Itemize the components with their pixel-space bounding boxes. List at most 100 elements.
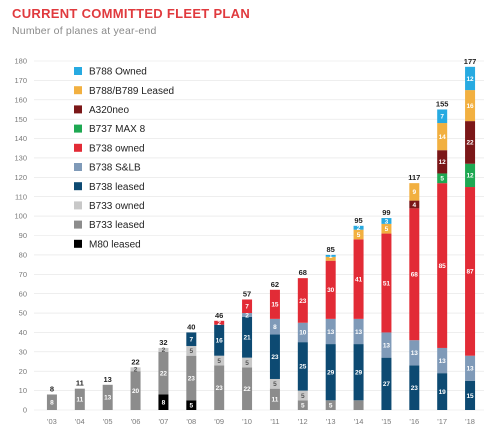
segment-label: 30 [327, 287, 335, 294]
segment-label: 13 [355, 329, 363, 336]
legend-label: B788/B789 Leased [89, 86, 174, 97]
segment-label: 16 [216, 338, 224, 345]
y-tick-label: 140 [14, 134, 27, 143]
y-tick-label: 110 [15, 192, 27, 201]
bar-segment [353, 229, 364, 240]
y-tick-label: 90 [19, 231, 27, 240]
bar-segment [353, 225, 364, 230]
segment-label: 1 [329, 253, 333, 260]
segment-label: 2 [245, 312, 249, 319]
segment-label: 5 [329, 402, 333, 409]
segment-label: 51 [383, 280, 391, 287]
legend-item: B733 owned [74, 201, 145, 212]
legend-label: B733 leased [89, 220, 145, 231]
y-tick-label: 100 [14, 212, 27, 221]
y-tick-label: 20 [19, 367, 27, 376]
bar-total-label: 177 [464, 57, 477, 66]
bar-segment [186, 346, 197, 356]
segment-label: 7 [190, 337, 194, 344]
bar-segment [353, 344, 364, 401]
bar-stack: 5 5 25 10 23 68 [297, 268, 308, 410]
bar-total-label: 155 [436, 99, 449, 108]
segment-label: 5 [357, 232, 361, 239]
bar-stack: 5 29 13 30 185 [325, 245, 336, 410]
legend-label: B737 MAX 8 [89, 124, 146, 135]
segment-label: 13 [411, 350, 419, 357]
bar-segment [297, 390, 308, 401]
legend: B788 Owned B788/B789 Leased A320neo B737 MA… [74, 67, 174, 250]
x-tick-label: '03 [47, 417, 57, 426]
bar-segment [437, 109, 448, 124]
bar-segment [381, 223, 392, 234]
bar-stack: 19 13 85 5 12 14 7 155 [436, 99, 449, 410]
segment-label: 13 [466, 366, 474, 373]
bar-segment [269, 318, 280, 335]
segment-label: 7 [245, 304, 249, 311]
bar-total-label: 11 [76, 379, 84, 388]
segment-label: 27 [383, 381, 391, 388]
y-tick-label: 120 [14, 173, 27, 182]
segment-label: 5 [273, 381, 277, 388]
chart-title: CURRENT COMMITTED FLEET PLAN [12, 6, 251, 21]
segment-label: 14 [439, 134, 447, 141]
legend-item: B738 leased [74, 182, 145, 193]
x-tick-label: '17 [437, 417, 447, 426]
y-axis-ticks: 0 10 20 30 40 50 60 70 80 90 100 110 120 130 140 150 160… [14, 57, 27, 415]
bar-total-label: 13 [104, 375, 112, 384]
bar-stack: 23 5 16 246 [214, 311, 225, 410]
bar-segment [214, 320, 225, 325]
bar-segment [409, 365, 420, 410]
bar-total-label: 99 [382, 208, 390, 217]
bar-total-label: 22 [131, 357, 139, 366]
bar-stack: 5 23 5 7 40 [186, 322, 197, 410]
legend-swatch [74, 163, 82, 171]
segment-label: 13 [104, 395, 112, 402]
bar-segment [381, 218, 392, 224]
y-tick-label: 60 [19, 289, 27, 298]
bar-segment [158, 351, 169, 395]
segment-label: 23 [271, 354, 279, 361]
legend-swatch [74, 220, 82, 229]
x-tick-label: '16 [409, 417, 419, 426]
bar-segment [409, 208, 420, 341]
legend-item: B737 MAX 8 [74, 124, 146, 135]
segment-label: 7 [440, 114, 444, 121]
legend-item: B788/B789 Leased [74, 86, 174, 97]
segment-label: 25 [299, 364, 307, 371]
bar-stack: 22 5 21 27 57 [242, 289, 253, 410]
legend-swatch [74, 239, 82, 248]
legend-label: B733 owned [89, 201, 145, 212]
legend-swatch [74, 201, 82, 210]
bar-segment [465, 187, 476, 356]
bar-segment [269, 334, 280, 379]
legend-item: A320neo [74, 105, 129, 116]
segment-label: 5 [385, 226, 389, 233]
segment-label: 2 [162, 347, 166, 354]
bar-segment [130, 367, 141, 372]
x-tick-label: '15 [382, 417, 392, 426]
bar-total-label: 57 [243, 289, 251, 298]
x-tick-label: '18 [465, 417, 475, 426]
bar-segment [186, 400, 197, 410]
y-tick-label: 150 [14, 115, 27, 124]
bar-stack: 11 5 23 8 15 62 [269, 280, 280, 410]
bar-segment [381, 357, 392, 410]
x-tick-label: '08 [186, 417, 196, 426]
x-tick-label: '12 [298, 417, 308, 426]
x-tick-label: '11 [270, 417, 279, 426]
bar-stack: 23 13 68 4 9 117 [408, 173, 420, 410]
y-tick-label: 130 [14, 154, 27, 163]
bar-segment [297, 278, 308, 323]
x-tick-label: '09 [214, 417, 224, 426]
bar-total-label: 62 [271, 280, 279, 289]
segment-label: 4 [413, 202, 417, 209]
legend-item: M80 leased [74, 239, 141, 250]
legend-label: A320neo [89, 105, 129, 116]
bar-segment [325, 260, 336, 319]
segment-label: 12 [466, 173, 474, 180]
segment-label: 22 [160, 370, 168, 377]
bar-segment [465, 163, 476, 188]
